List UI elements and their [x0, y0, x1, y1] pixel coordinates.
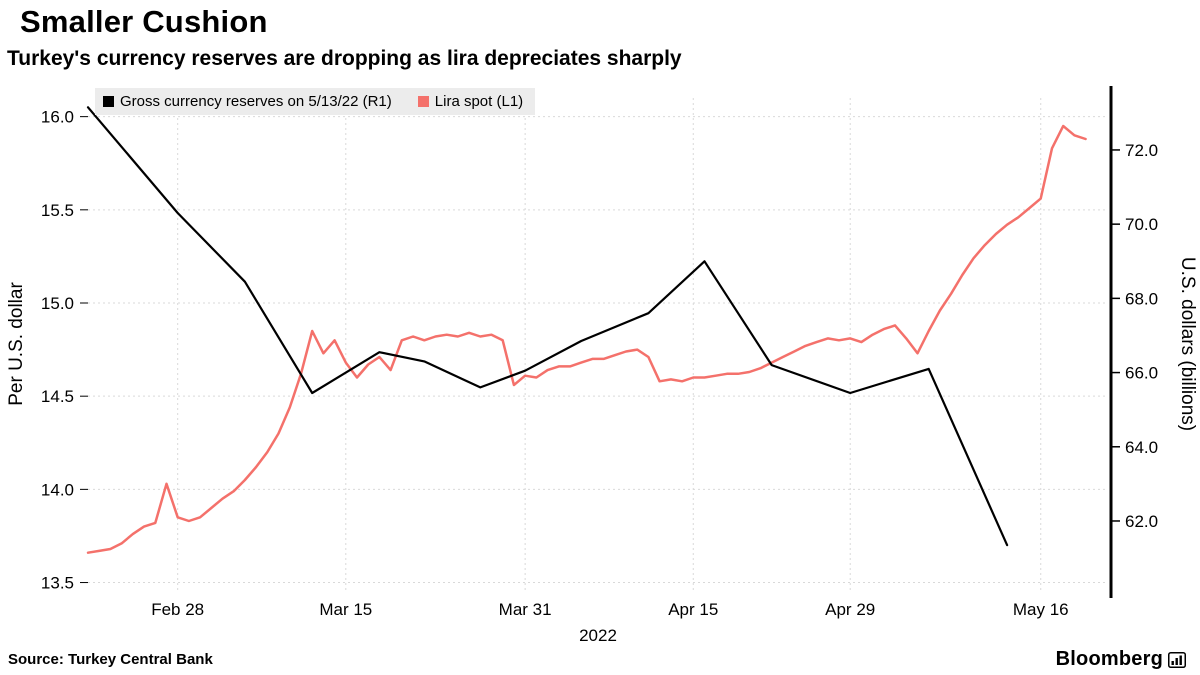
x-axis-year-label: 2022 — [579, 626, 617, 645]
right-axis-title: U.S. dollars (billions) — [1177, 257, 1198, 431]
x-tick-label: Mar 31 — [499, 600, 552, 619]
right-tick-label: 64.0 — [1125, 438, 1158, 457]
bloomberg-wordmark: Bloomberg — [1055, 648, 1163, 670]
source-label: Source: Turkey Central Bank — [8, 651, 213, 668]
reserves-line — [86, 106, 1009, 547]
right-tick-label: 70.0 — [1125, 215, 1158, 234]
right-tick-label: 68.0 — [1125, 289, 1158, 308]
chart-area: Gross currency reserves on 5/13/22 (R1) L… — [0, 84, 1200, 648]
lira-line — [86, 124, 1087, 554]
x-tick-label: May 16 — [1013, 600, 1069, 619]
left-tick-label: 14.0 — [41, 480, 74, 499]
left-tick-label: 15.0 — [41, 294, 74, 313]
legend-swatch-reserves — [103, 96, 114, 107]
chart-footer: Source: Turkey Central Bank Bloomberg — [0, 648, 1200, 675]
legend-label-lira: Lira spot (L1) — [434, 93, 524, 110]
x-tick-label: Mar 15 — [319, 600, 372, 619]
left-tick-label: 14.5 — [41, 387, 74, 406]
x-tick-label: Feb 28 — [151, 600, 204, 619]
legend-item-reserves: Gross currency reserves on 5/13/22 (R1) — [103, 93, 392, 110]
left-tick-label: 13.5 — [41, 574, 74, 593]
x-tick-label: Apr 15 — [668, 600, 718, 619]
legend-item-lira: Lira spot (L1) — [417, 93, 524, 110]
right-tick-label: 66.0 — [1125, 364, 1158, 383]
bloomberg-logo-icon — [1168, 651, 1186, 668]
chart-legend: Gross currency reserves on 5/13/22 (R1) L… — [95, 88, 536, 115]
left-axis-title: Per U.S. dollar — [6, 282, 27, 406]
x-tick-label: Apr 29 — [825, 600, 875, 619]
right-tick-label: 72.0 — [1125, 141, 1158, 160]
legend-label-reserves: Gross currency reserves on 5/13/22 (R1) — [120, 93, 392, 110]
page-subtitle: Turkey's currency reserves are dropping … — [7, 47, 682, 70]
right-tick-label: 62.0 — [1125, 512, 1158, 531]
page-title: Smaller Cushion — [20, 4, 268, 39]
chart-header: Smaller Cushion Turkey's currency reserv… — [0, 0, 1200, 84]
chart-canvas: 16.0 15.5 15.0 14.5 14.0 13.5 72.0 70.0 68.0 66.0… — [6, 86, 1198, 645]
bloomberg-brand: Bloomberg — [1056, 648, 1186, 671]
legend-swatch-lira — [417, 96, 429, 107]
left-tick-label: 15.5 — [41, 201, 74, 220]
left-tick-label: 16.0 — [41, 108, 74, 127]
